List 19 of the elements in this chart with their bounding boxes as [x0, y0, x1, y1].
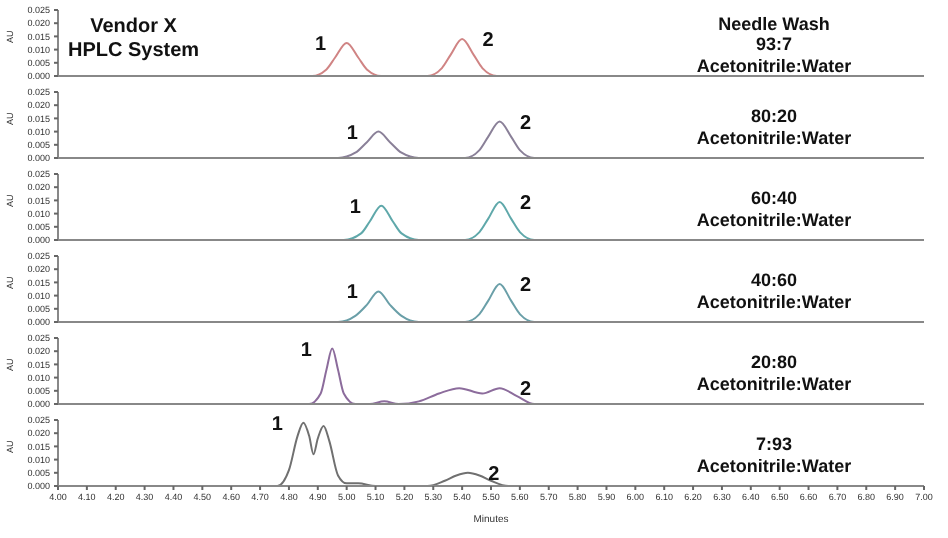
annotation: 2 — [520, 379, 533, 402]
annotation: 2 — [482, 30, 495, 53]
annotation: 1 — [300, 339, 313, 362]
text: 80:20 Acetonitrile:Water — [694, 106, 854, 148]
annotation: 2 — [488, 463, 501, 486]
text: Needle Wash 93:7 Acetonitrile:Water — [694, 13, 854, 77]
text: 20:80 Acetonitrile:Water — [694, 352, 854, 394]
annotation: 1 — [346, 122, 359, 145]
text: 40:60 Acetonitrile:Water — [694, 270, 854, 312]
annotation: 1 — [346, 282, 359, 305]
annotation: 2 — [520, 275, 533, 298]
text: 7:93 Acetonitrile:Water — [694, 434, 854, 476]
annotation: 1 — [315, 34, 328, 57]
annotation: 1 — [271, 413, 284, 436]
annotation: 2 — [520, 112, 533, 135]
annotation: 2 — [520, 193, 533, 216]
annotation: 1 — [349, 196, 362, 219]
annotation: Vendor X HPLC System — [68, 16, 200, 64]
text: 60:40 Acetonitrile:Water — [694, 188, 854, 230]
